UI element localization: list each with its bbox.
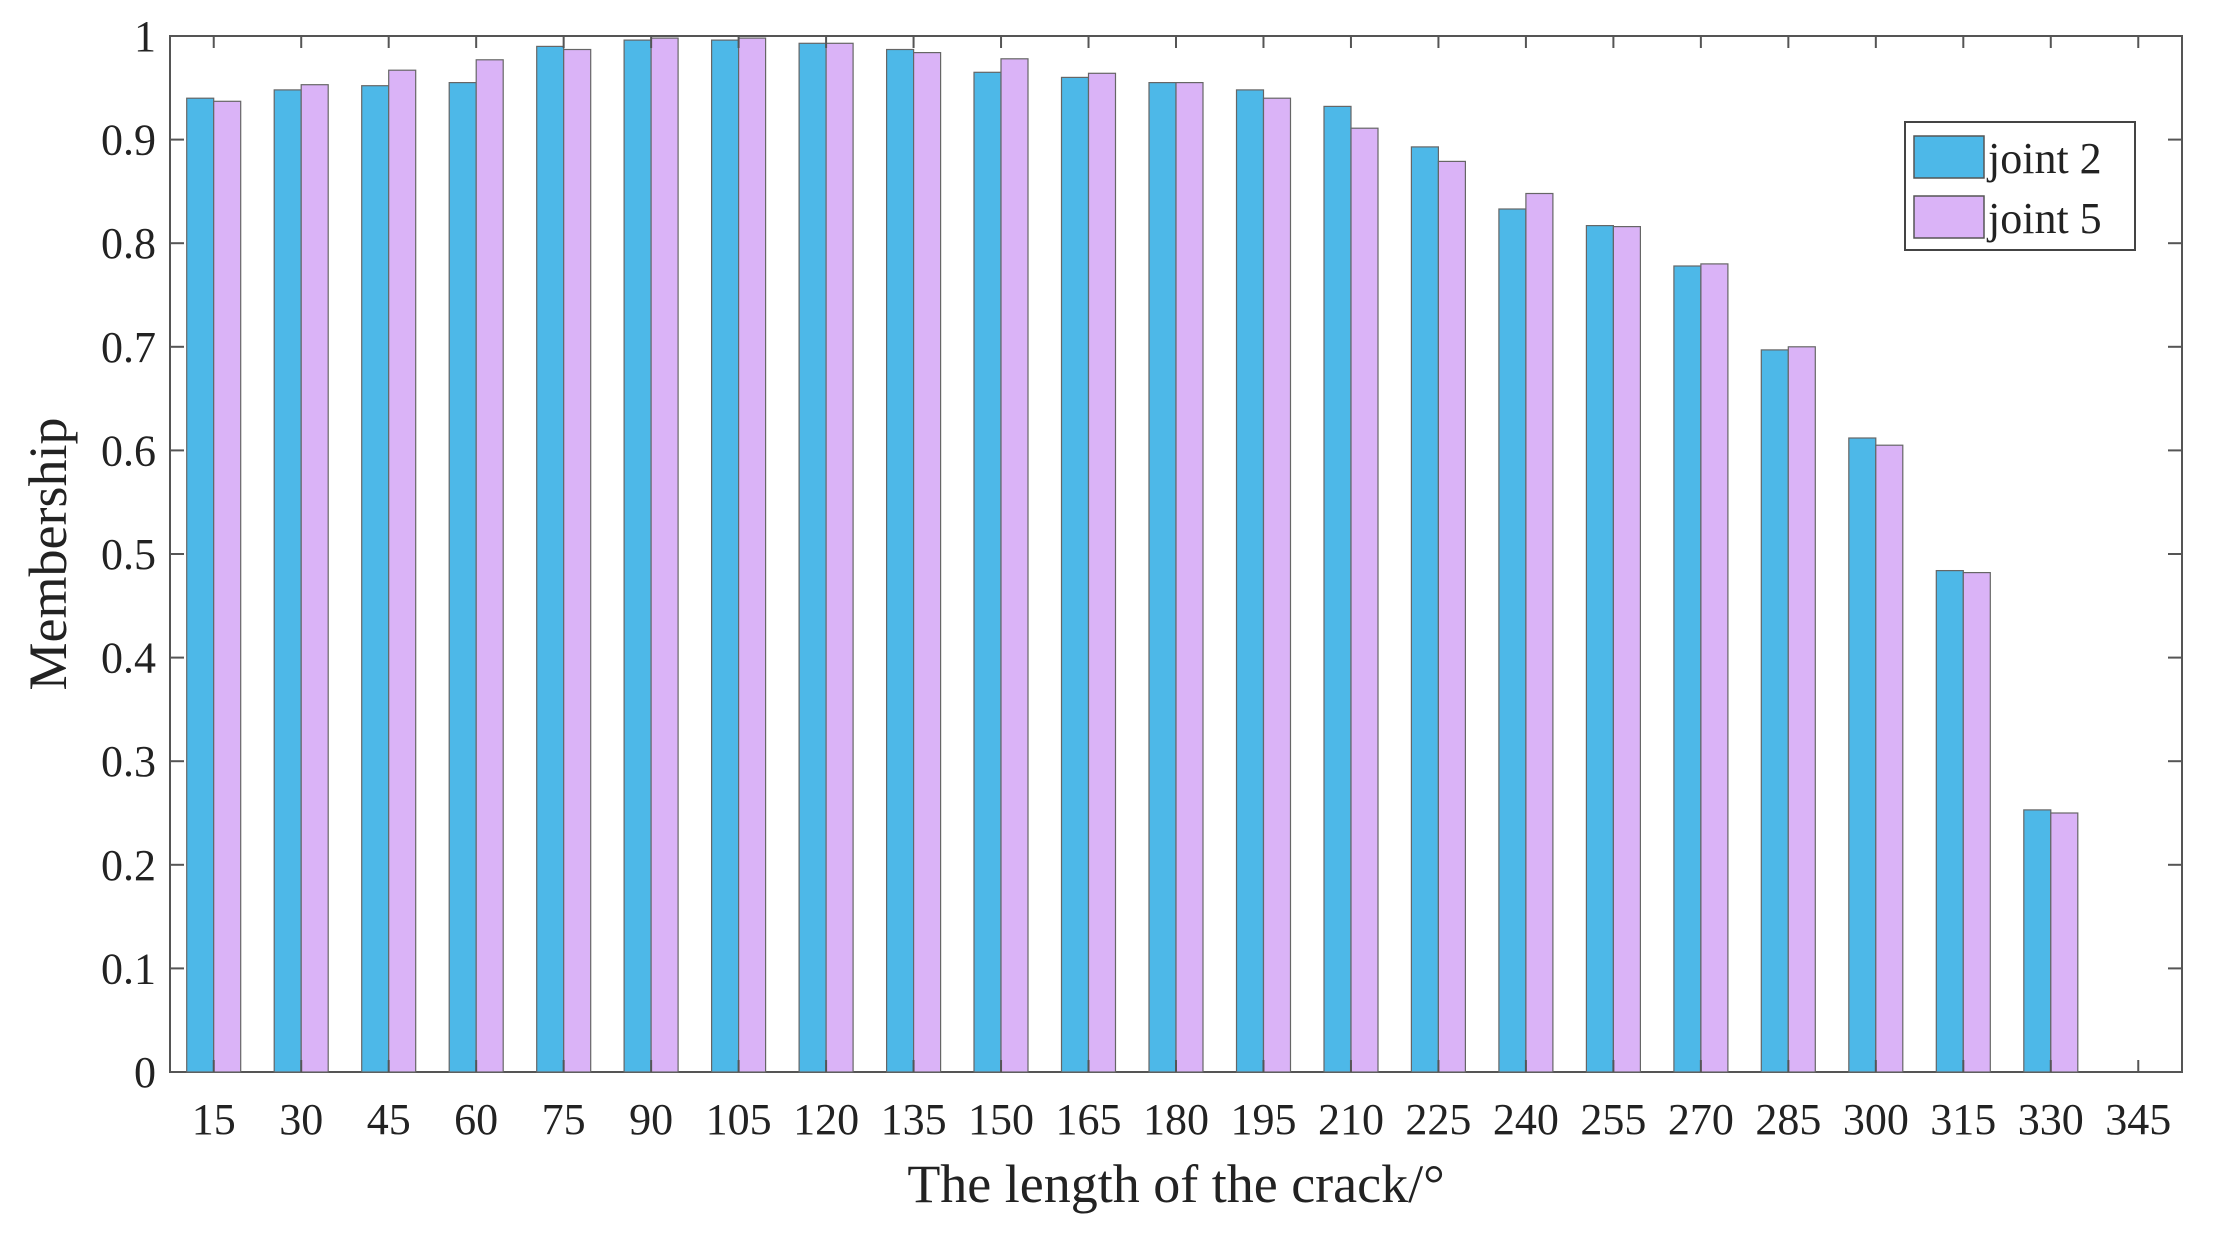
bar-joint-2-30: [273, 89, 302, 1073]
y-tick-label: 0.8: [101, 219, 156, 268]
x-tick-label: 195: [1230, 1095, 1296, 1144]
bar-joint-2-180: [1148, 81, 1177, 1073]
legend-swatch-joint-2: [1913, 135, 1985, 179]
y-tick-label: 0.5: [101, 530, 156, 579]
bar-joint-2-285: [1760, 349, 1789, 1073]
bar-joint-2-330: [2023, 809, 2052, 1073]
bar-joint-5-165: [1087, 72, 1117, 1073]
x-tick-label: 105: [706, 1095, 772, 1144]
bar-joint-5-285: [1787, 346, 1816, 1073]
legend-label-joint-5: joint 5: [1986, 194, 2102, 243]
bar-joint-2-150: [973, 71, 1002, 1073]
bar-joint-2-270: [1673, 265, 1702, 1073]
bar-joint-5-120: [825, 42, 854, 1073]
bar-joint-2-45: [361, 85, 390, 1073]
bar-joint-5-15: [213, 100, 242, 1073]
legend: joint 2 joint 5: [1904, 121, 2136, 251]
x-tick-label: 90: [629, 1095, 673, 1144]
x-tick-label: 165: [1056, 1095, 1122, 1144]
bar-joint-2-300: [1848, 437, 1877, 1073]
bar-joint-5-225: [1437, 160, 1467, 1073]
x-axis-title: The length of the crack/°: [907, 1154, 1444, 1214]
bar-joint-5-270: [1700, 263, 1729, 1073]
bar-joint-5-180: [1175, 81, 1204, 1073]
bar-joint-5-90: [650, 37, 679, 1073]
bar-joint-2-165: [1060, 76, 1090, 1073]
bar-joint-5-210: [1350, 127, 1379, 1073]
x-tick-label: 300: [1843, 1095, 1909, 1144]
y-tick-label: 0.3: [101, 737, 156, 786]
bar-joint-5-30: [300, 84, 329, 1073]
y-tick-label: 0: [134, 1048, 156, 1097]
bar-joint-5-105: [737, 37, 767, 1073]
bar-joint-5-150: [1000, 58, 1029, 1073]
bar-joint-5-45: [388, 69, 417, 1073]
y-tick-label: 0.2: [101, 841, 156, 890]
y-tick-label: 0.1: [101, 944, 156, 993]
bar-joint-5-240: [1525, 192, 1554, 1073]
bar-joint-2-90: [623, 39, 652, 1073]
x-tick-label: 75: [542, 1095, 586, 1144]
bar-joint-2-75: [536, 45, 565, 1073]
x-tick-label: 135: [881, 1095, 947, 1144]
x-tick-label: 180: [1143, 1095, 1209, 1144]
x-tick-label: 225: [1405, 1095, 1471, 1144]
x-tick-label: 30: [279, 1095, 323, 1144]
bar-joint-5-315: [1962, 571, 1991, 1073]
y-tick-label: 0.4: [101, 634, 156, 683]
y-tick-label: 0.7: [101, 323, 156, 372]
x-tick-label: 120: [793, 1095, 859, 1144]
bar-joint-2-105: [710, 39, 740, 1073]
x-tick-label: 270: [1668, 1095, 1734, 1144]
bar-joint-2-240: [1498, 208, 1527, 1073]
bar-joint-2-195: [1235, 89, 1265, 1073]
bar-joint-5-60: [475, 59, 504, 1073]
legend-label-joint-2: joint 2: [1986, 134, 2102, 183]
x-tick-label: 255: [1580, 1095, 1646, 1144]
bar-joint-2-135: [885, 48, 915, 1073]
bar-joint-5-195: [1262, 97, 1292, 1073]
x-tick-label: 330: [2018, 1095, 2084, 1144]
x-tick-label: 15: [192, 1095, 236, 1144]
bar-joint-5-255: [1612, 226, 1642, 1073]
x-tick-label: 240: [1493, 1095, 1559, 1144]
bar-joint-2-120: [798, 42, 827, 1073]
x-tick-label: 345: [2105, 1095, 2171, 1144]
bar-joint-5-330: [2050, 812, 2079, 1073]
x-tick-label: 60: [454, 1095, 498, 1144]
x-axis-ticks: 15 30 45 60 75 90 105 120 135 150 165 180 195 210 225 2…: [192, 36, 2171, 1144]
x-tick-label: 285: [1755, 1095, 1821, 1144]
y-axis-ticks: 0 0.1 0.2 0.3 0.4 0.5 0.6 0.7 0.8 0.9 1: [101, 12, 2182, 1097]
bar-joint-5-75: [563, 48, 592, 1073]
bar-joint-2-210: [1323, 105, 1352, 1073]
y-axis-title: Membership: [18, 418, 78, 691]
y-tick-label: 0.9: [101, 116, 156, 165]
bar-joint-2-60: [448, 81, 477, 1073]
bar-joint-5-135: [912, 51, 942, 1073]
x-tick-label: 45: [367, 1095, 411, 1144]
x-tick-label: 150: [968, 1095, 1034, 1144]
bar-joint-2-15: [186, 97, 215, 1073]
bar-joint-2-315: [1935, 569, 1964, 1073]
x-tick-label: 315: [1930, 1095, 1996, 1144]
y-tick-label: 1: [134, 12, 156, 61]
bars: [186, 37, 2079, 1073]
bar-joint-5-300: [1875, 444, 1904, 1073]
bar-joint-2-255: [1585, 225, 1615, 1073]
bar-joint-2-225: [1410, 146, 1440, 1073]
y-tick-label: 0.6: [101, 426, 156, 475]
x-tick-label: 210: [1318, 1095, 1384, 1144]
legend-swatch-joint-5: [1913, 195, 1985, 239]
